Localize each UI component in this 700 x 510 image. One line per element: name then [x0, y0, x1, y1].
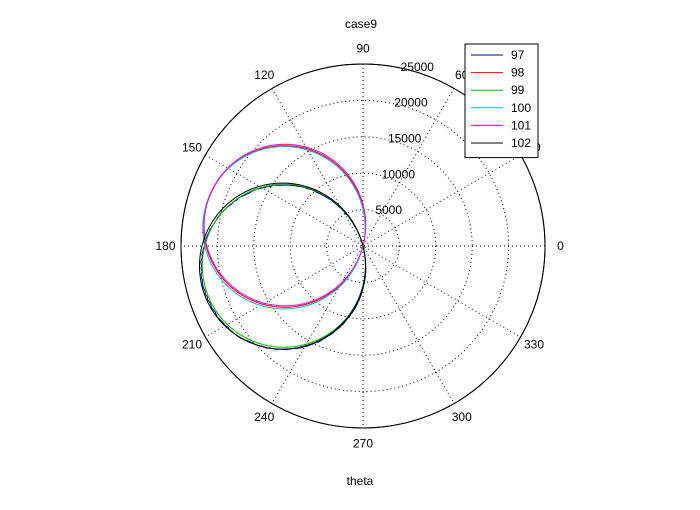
outer-circle — [180, 63, 546, 429]
chart-title: case9 — [345, 17, 377, 31]
legend-label-101: 101 — [511, 118, 531, 132]
grid-ring-5000 — [326, 209, 400, 283]
angle-tick-label: 330 — [524, 338, 544, 352]
series-line-99 — [201, 183, 366, 348]
grid-spoke-120 — [271, 88, 455, 404]
series-line-102 — [198, 182, 366, 350]
grid-spoke-30 — [205, 154, 521, 338]
angle-tick-label: 150 — [182, 140, 202, 154]
polar-grid — [180, 63, 546, 429]
legend-label-98: 98 — [511, 66, 525, 80]
angle-tick-label: 120 — [254, 68, 274, 82]
radial-tick-label: 10000 — [382, 167, 416, 181]
radial-tick-label: 20000 — [394, 96, 428, 110]
angle-tick-label: 0 — [557, 239, 564, 253]
angle-tick-label: 240 — [254, 410, 274, 424]
radial-tick-label: 25000 — [401, 60, 435, 74]
x-axis-label: theta — [347, 474, 374, 488]
radial-tick-label: 5000 — [375, 203, 402, 217]
angle-tick-label: 210 — [182, 338, 202, 352]
grid-ring-10000 — [289, 172, 437, 320]
series-line-100 — [202, 146, 366, 310]
series-line-97 — [200, 184, 367, 351]
series-group — [198, 143, 367, 351]
series-line-101 — [203, 143, 367, 307]
legend-label-102: 102 — [511, 136, 531, 150]
grid-spoke-60 — [271, 88, 455, 404]
legend: 97 98 99 100 101 102 — [464, 43, 539, 159]
angle-tick-label: 300 — [452, 410, 472, 424]
legend-label-99: 99 — [511, 83, 525, 97]
radial-tick-label: 15000 — [388, 131, 422, 145]
radial-tick-labels: 5000 10000 15000 20000 25000 — [375, 60, 434, 217]
legend-box — [464, 43, 539, 159]
angle-tick-label: 90 — [356, 42, 370, 56]
legend-label-100: 100 — [511, 101, 531, 115]
angle-tick-label: 180 — [156, 239, 176, 253]
legend-label-97: 97 — [511, 48, 525, 62]
grid-spoke-150 — [205, 154, 521, 338]
angle-tick-label: 270 — [353, 436, 373, 450]
